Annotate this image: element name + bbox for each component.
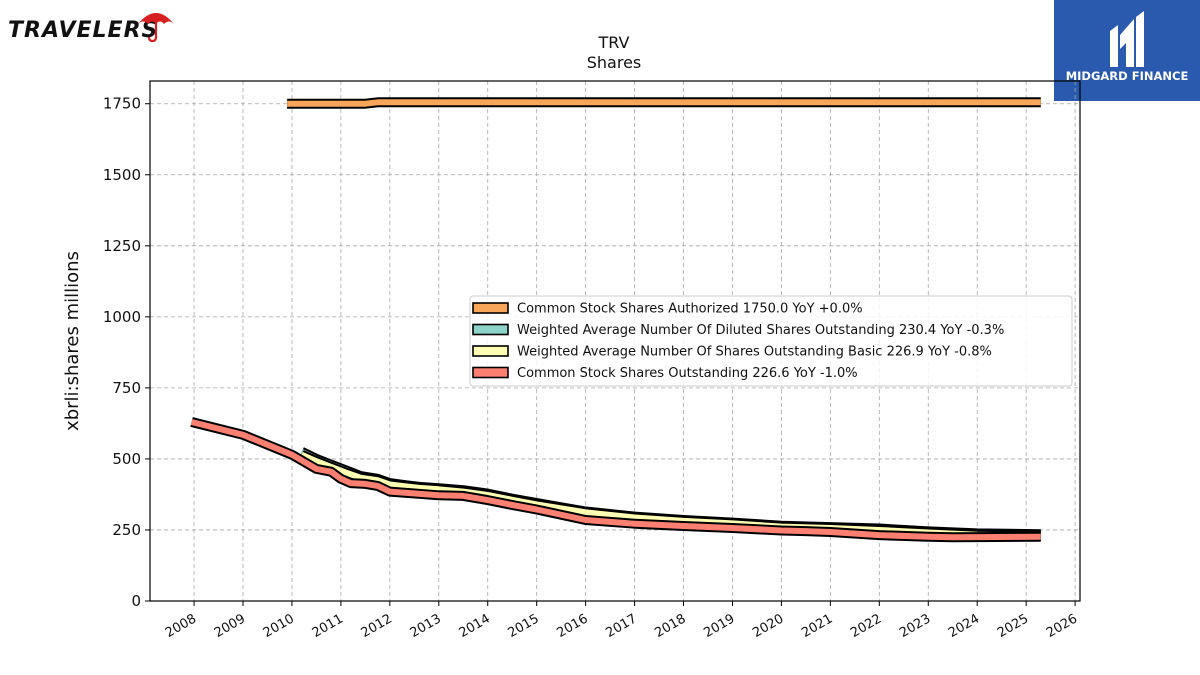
y-tick-label: 1750 — [103, 95, 141, 113]
series-0 — [287, 97, 1041, 109]
x-tick-label: 2019 — [701, 611, 737, 641]
legend-swatch — [472, 323, 509, 336]
midgard-emblem-icon — [1110, 11, 1144, 67]
x-axis: 2008 2009 2010 2011 2012 2013 2014 2015 2016 2017… — [163, 601, 1080, 641]
y-axis: 0 250 500 750 1000 1250 1500 1750 — [103, 95, 150, 610]
midgard-finance-logo: MIDGARD FINANCE — [1054, 0, 1200, 101]
y-tick-label: 1000 — [103, 308, 141, 326]
x-tick-label: 2013 — [408, 611, 444, 641]
x-tick-label: 2023 — [897, 611, 933, 641]
x-tick-label: 2018 — [652, 611, 688, 641]
x-tick-label: 2016 — [554, 611, 590, 641]
x-tick-label: 2025 — [995, 611, 1031, 641]
legend-label: Common Stock Shares Authorized 1750.0 Yo… — [517, 302, 863, 317]
series-line — [287, 99, 1041, 107]
x-tick-label: 2022 — [848, 611, 884, 641]
y-tick-label: 1250 — [103, 237, 141, 255]
x-tick-label: 2012 — [359, 611, 395, 641]
legend: Common Stock Shares Authorized 1750.0 Yo… — [469, 295, 1073, 387]
legend-swatch — [472, 302, 509, 314]
x-tick-label: 2011 — [310, 611, 346, 641]
y-tick-label: 1500 — [103, 166, 141, 184]
legend-label: Weighted Average Number Of Shares Outsta… — [517, 345, 992, 360]
umbrella-icon — [138, 13, 174, 42]
series-3 — [190, 417, 1041, 543]
x-tick-label: 2009 — [212, 611, 248, 641]
y-tick-label: 250 — [112, 521, 141, 539]
x-tick-label: 2008 — [163, 611, 199, 641]
x-tick-label: 2021 — [799, 611, 835, 641]
legend-swatch — [472, 366, 509, 379]
y-tick-label: 0 — [131, 592, 141, 610]
y-tick-label: 500 — [112, 450, 141, 468]
x-tick-label: 2015 — [506, 611, 542, 641]
y-axis-label: xbrli:shares millions — [62, 251, 83, 431]
x-tick-label: 2020 — [750, 611, 786, 641]
plot-frame — [149, 80, 1081, 602]
legend-label: Weighted Average Number Of Diluted Share… — [517, 323, 1004, 338]
x-tick-label: 2024 — [946, 611, 982, 641]
series-line — [190, 419, 1041, 541]
chart-subtitle: Shares — [587, 53, 642, 72]
legend-label: Common Stock Shares Outstanding 226.6 Yo… — [517, 366, 858, 381]
midgard-logo-text: MIDGARD FINANCE — [1065, 69, 1189, 83]
travelers-logo-text: TRAVELERS — [8, 18, 159, 43]
legend-box — [469, 295, 1073, 387]
chart-title: TRV — [598, 33, 630, 52]
series-lines — [190, 97, 1041, 543]
x-tick-label: 2010 — [261, 611, 297, 641]
x-tick-label: 2026 — [1044, 611, 1080, 641]
legend-swatch — [472, 345, 509, 357]
travelers-logo: TRAVELERS — [8, 8, 178, 48]
y-tick-label: 750 — [112, 379, 141, 397]
x-tick-label: 2017 — [603, 611, 639, 641]
x-tick-label: 2014 — [457, 611, 493, 641]
